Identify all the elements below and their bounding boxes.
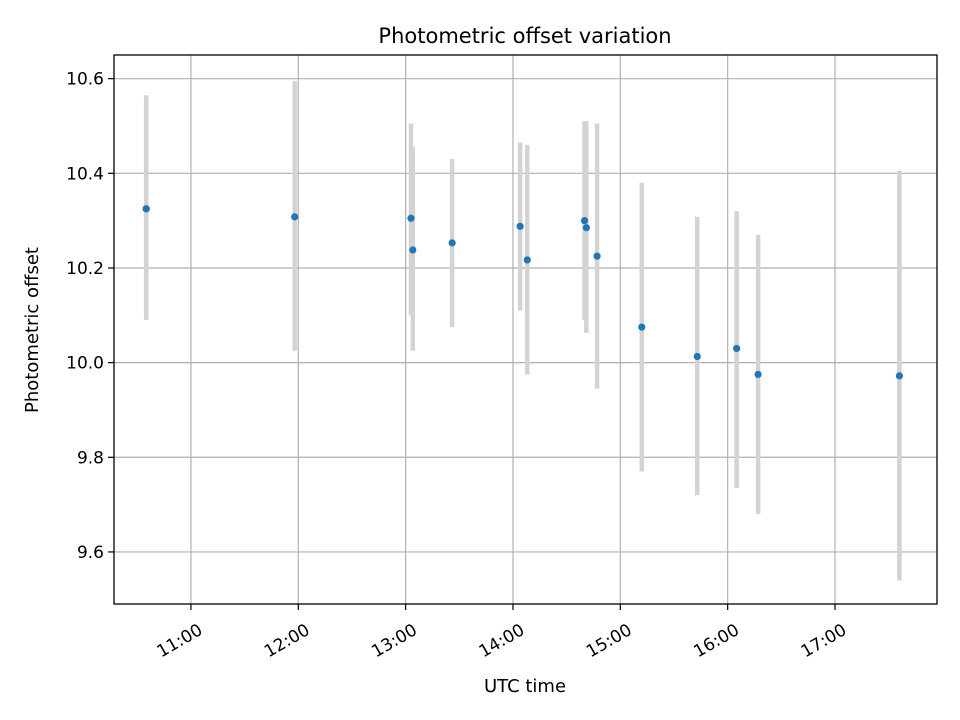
y-axis-label: Photometric offset: [22, 247, 43, 413]
y-tick-label: 10.0: [66, 354, 104, 374]
chart-title: Photometric offset variation: [378, 24, 671, 48]
data-point: [291, 213, 299, 221]
data-point: [733, 344, 741, 353]
x-axis-label: UTC time: [484, 676, 566, 697]
data-point: [754, 370, 762, 379]
y-tick-label: 9.6: [77, 543, 104, 563]
data-point: [142, 205, 150, 213]
data-points: [142, 205, 904, 380]
data-point: [593, 252, 601, 260]
data-point: [409, 246, 417, 254]
data-point: [516, 222, 524, 230]
y-tick-label: 10.2: [66, 259, 104, 279]
data-point: [580, 217, 589, 225]
data-point: [448, 239, 456, 247]
data-point: [895, 372, 904, 380]
y-tick-label: 9.8: [77, 448, 104, 468]
data-point: [523, 256, 531, 264]
y-tick-label: 10.4: [66, 164, 104, 184]
data-point: [638, 323, 646, 331]
data-point: [582, 224, 590, 232]
data-point: [693, 352, 701, 361]
y-tick-label: 10.6: [66, 70, 104, 90]
plot-frame: [113, 54, 938, 605]
data-point: [407, 214, 415, 222]
